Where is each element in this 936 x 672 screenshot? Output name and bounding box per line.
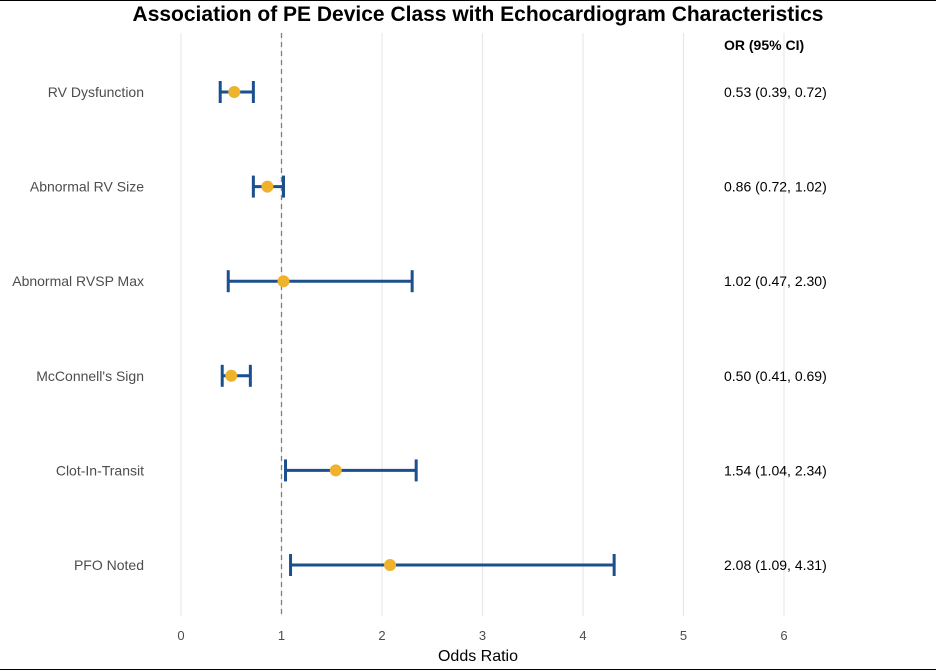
or-ci-text: 1.54 (1.04, 2.34): [724, 462, 827, 478]
forest-row: RV Dysfunction 0.53 (0.39, 0.72): [48, 81, 827, 103]
forest-row: McConnell's Sign 0.50 (0.41, 0.69): [36, 364, 827, 387]
x-axis-ticks: 0 1 2 3 4 5 6: [177, 628, 787, 643]
or-point: [225, 369, 238, 382]
or-point: [384, 559, 397, 571]
chart-title: Association of PE Device Class with Echo…: [133, 3, 824, 26]
row-label: RV Dysfunction: [48, 84, 144, 100]
rows-layer: RV Dysfunction 0.53 (0.39, 0.72) Abnormal …: [12, 81, 827, 576]
or-ci-text: 2.08 (1.09, 4.31): [724, 557, 827, 573]
forest-row: Abnormal RV Size 0.86 (0.72, 1.02): [30, 175, 827, 198]
or-ci-text: 0.53 (0.39, 0.72): [724, 84, 827, 100]
x-tick-label-0: 0: [177, 628, 184, 643]
x-tick-label-3: 3: [479, 628, 486, 643]
or-point: [277, 275, 290, 288]
or-ci-text: 0.86 (0.72, 1.02): [724, 179, 827, 195]
or-ci-text: 1.02 (0.47, 2.30): [724, 273, 827, 289]
top-border: [0, 0, 936, 1]
x-axis-title: Odds Ratio: [438, 648, 518, 665]
bottom-border: [0, 669, 936, 670]
or-ci-text: 0.50 (0.41, 0.69): [724, 368, 827, 384]
row-label: Abnormal RVSP Max: [12, 273, 144, 289]
forest-row: PFO Noted 2.08 (1.09, 4.31): [74, 554, 827, 576]
x-tick-label-5: 5: [680, 628, 687, 643]
or-point: [329, 464, 342, 477]
row-label: Abnormal RV Size: [30, 179, 144, 195]
row-label: PFO Noted: [74, 557, 144, 573]
x-tick-label-6: 6: [780, 628, 787, 643]
row-label: McConnell's Sign: [36, 368, 144, 384]
or-column-header: OR (95% CI): [724, 37, 804, 53]
row-label: Clot-In-Transit: [56, 462, 144, 478]
forest-row: Abnormal RVSP Max 1.02 (0.47, 2.30): [12, 270, 827, 293]
grid-layer: [180, 33, 785, 616]
or-point: [261, 180, 274, 193]
x-tick-label-2: 2: [378, 628, 385, 643]
x-tick-label-1: 1: [278, 628, 285, 643]
or-point: [228, 86, 241, 98]
x-tick-label-4: 4: [579, 628, 586, 643]
forest-row: Clot-In-Transit 1.54 (1.04, 2.34): [56, 459, 827, 482]
